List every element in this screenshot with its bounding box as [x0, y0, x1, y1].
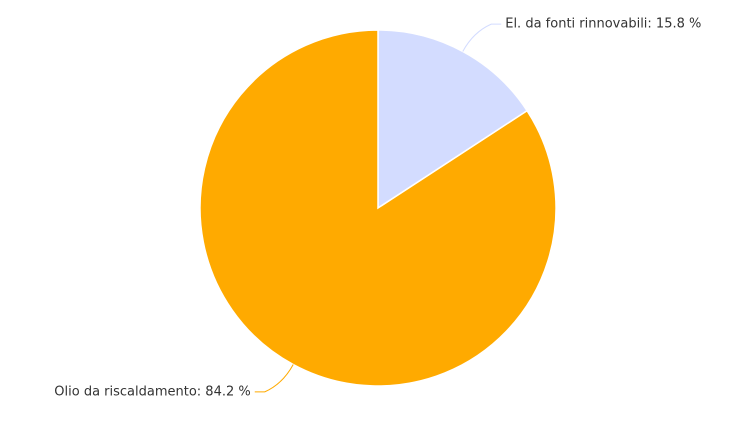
connector [254, 364, 294, 393]
connector [462, 23, 502, 52]
data-label: Olio da riscaldamento: 84.2 % [54, 384, 250, 399]
pie-slice [199, 29, 557, 387]
pie-slice [377, 29, 529, 210]
data-label: El. da fonti rinnovabili: 15.8 % [505, 17, 701, 32]
